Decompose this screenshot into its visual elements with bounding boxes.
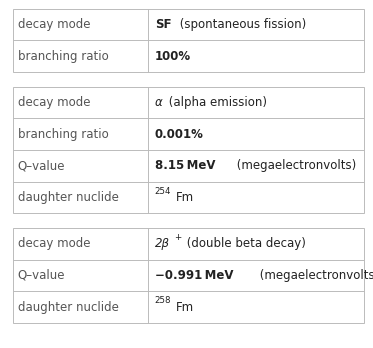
- Text: Q–value: Q–value: [18, 269, 65, 282]
- Text: (alpha emission): (alpha emission): [165, 96, 267, 109]
- Text: (spontaneous fission): (spontaneous fission): [176, 18, 306, 31]
- Bar: [13, 228, 364, 323]
- Text: −0.991 MeV: −0.991 MeV: [155, 269, 233, 282]
- Text: +: +: [174, 233, 181, 242]
- Text: 0.001%: 0.001%: [155, 128, 204, 141]
- Text: branching ratio: branching ratio: [18, 50, 108, 63]
- Text: 258: 258: [155, 296, 171, 305]
- Text: daughter nuclide: daughter nuclide: [18, 191, 118, 204]
- Text: (double beta decay): (double beta decay): [184, 237, 306, 250]
- Text: branching ratio: branching ratio: [18, 128, 108, 141]
- Text: 8.15 MeV: 8.15 MeV: [155, 159, 215, 172]
- Text: Fm: Fm: [176, 191, 194, 204]
- Text: (megaelectronvolts): (megaelectronvolts): [233, 159, 356, 172]
- Bar: [13, 9, 364, 72]
- Text: decay mode: decay mode: [18, 96, 90, 109]
- Text: Fm: Fm: [176, 301, 194, 314]
- Text: decay mode: decay mode: [18, 237, 90, 250]
- Text: SF: SF: [155, 18, 171, 31]
- Text: 254: 254: [155, 187, 171, 196]
- Text: decay mode: decay mode: [18, 18, 90, 31]
- Text: 2β: 2β: [155, 237, 170, 250]
- Text: Q–value: Q–value: [18, 159, 65, 172]
- Text: daughter nuclide: daughter nuclide: [18, 301, 118, 314]
- Text: (megaelectronvolts): (megaelectronvolts): [256, 269, 373, 282]
- Text: α: α: [155, 96, 163, 109]
- Bar: [13, 87, 364, 213]
- Text: 100%: 100%: [155, 50, 191, 63]
